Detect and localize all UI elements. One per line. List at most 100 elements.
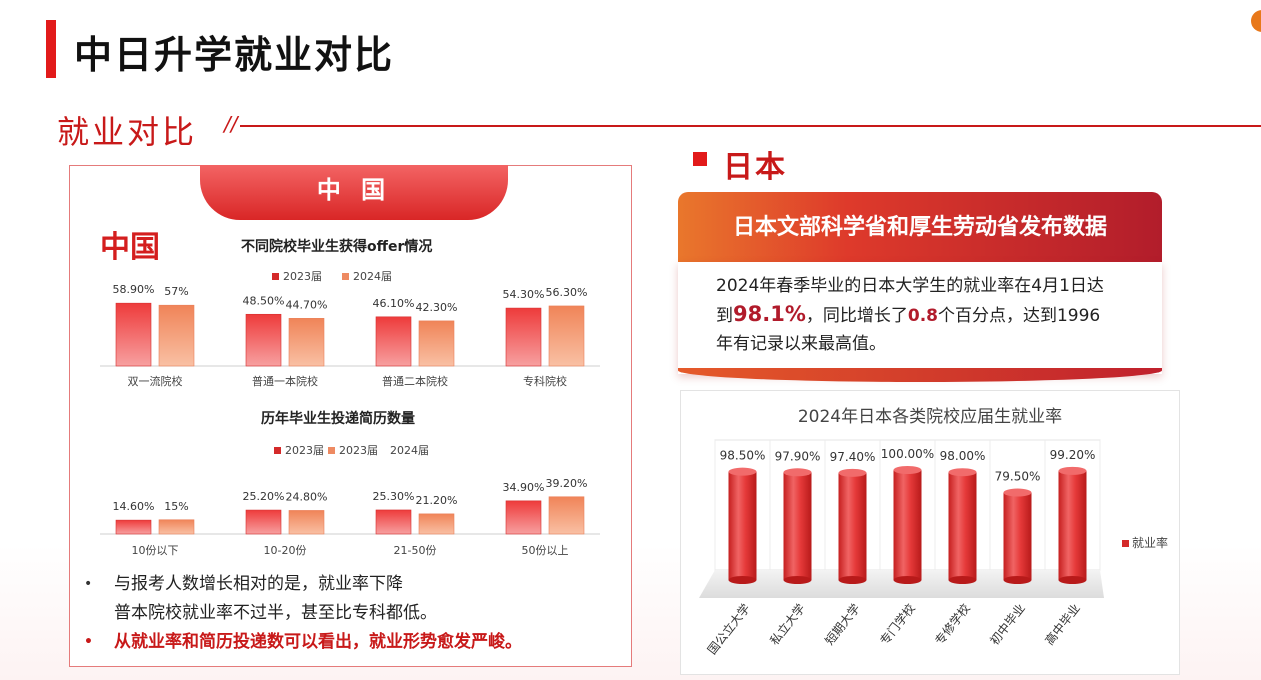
- bar-2024届: [418, 320, 455, 367]
- offer-chart-legend: 2023届 2024届: [272, 268, 392, 284]
- category-label: 专修学校: [931, 601, 972, 648]
- bullet-text: 从就业率和简历投递数可以看出，就业形势愈发严峻。: [114, 632, 522, 652]
- japan-body-mid: ，同比增长了: [805, 306, 908, 326]
- data-label: 100.00%: [881, 447, 934, 461]
- resume-chart-title: 历年毕业生投递简历数量: [261, 411, 415, 427]
- category-label: 专门学校: [876, 601, 917, 648]
- japan-square-icon: [693, 152, 707, 166]
- china-tab: 中 国: [200, 165, 508, 220]
- japan-rate: 98.1%: [733, 302, 806, 326]
- cylinder-top: [1058, 466, 1087, 475]
- legend-label: 就业率: [1132, 535, 1168, 550]
- cylinder-base: [838, 576, 867, 584]
- cylinder-body: [728, 471, 757, 580]
- bar-2024届: [548, 305, 585, 367]
- cylinder-body: [783, 472, 812, 580]
- cylinder-body: [838, 472, 867, 580]
- legend-swatch: [1122, 540, 1129, 547]
- japan-chart-title: 2024年日本各类院校应届生就业率: [797, 407, 1063, 427]
- bar-2024届: [548, 496, 585, 535]
- data-label: 97.40%: [830, 450, 876, 464]
- cylinder-base: [1058, 576, 1087, 584]
- bar-2023届: [245, 509, 282, 535]
- japan-body-after: 个百分点，达到1996: [937, 306, 1101, 326]
- category-label: 私立大学: [766, 601, 807, 648]
- japan-header: 日本文部科学省和厚生劳动省发布数据: [678, 192, 1162, 262]
- bullet-marker: •: [84, 634, 93, 650]
- data-label: 48.50%: [243, 294, 285, 307]
- bar-2023届: [245, 313, 282, 367]
- data-label: 54.30%: [503, 288, 545, 301]
- cylinder-top: [948, 468, 977, 477]
- section-divider: [240, 125, 1261, 127]
- bullet-text: 与报考人数增长相对的是，就业率下降: [114, 574, 403, 594]
- bullet-item-emphasis: • 从就业率和简历投递数可以看出，就业形势愈发严峻。: [80, 628, 620, 657]
- china-bullets: • 与报考人数增长相对的是，就业率下降 普本院校就业率不过半，甚至比专科都低。 •…: [80, 570, 620, 657]
- page-title: 中日升学就业对比: [74, 33, 395, 77]
- bar-2023届: [505, 500, 542, 535]
- data-label: 44.70%: [286, 298, 328, 311]
- cylinder-top: [838, 468, 867, 477]
- bullet-marker: •: [84, 576, 93, 592]
- bar-2023届: [375, 509, 412, 535]
- legend-swatch-2023: [272, 272, 279, 280]
- data-label: 97.90%: [775, 449, 821, 463]
- cylinder-base: [893, 576, 922, 584]
- legend-swatch-2023b: [328, 446, 335, 454]
- legend-swatch-2024: [342, 272, 349, 280]
- data-label: 56.30%: [546, 286, 588, 299]
- data-label: 25.20%: [243, 490, 285, 503]
- data-label: 42.30%: [416, 301, 458, 314]
- cylinder-base: [728, 576, 757, 584]
- bar-2024届: [288, 510, 325, 535]
- bar-2024届: [158, 304, 195, 367]
- section-title: 就业对比: [57, 113, 198, 151]
- japan-body-line2: 到98.1%，同比增长了0.8个百分点，达到1996: [716, 300, 1142, 330]
- category-label: 50份以上: [522, 544, 569, 557]
- legend-label: 2023届: [285, 444, 324, 457]
- data-label: 98.50%: [720, 449, 766, 463]
- cylinder-body: [948, 472, 977, 580]
- data-label: 39.20%: [546, 477, 588, 490]
- category-label: 21-50份: [394, 544, 437, 557]
- data-label: 57%: [164, 285, 188, 298]
- bar-2023届: [115, 519, 152, 535]
- category-label: 双一流院校: [128, 374, 183, 388]
- cylinder-body: [893, 470, 922, 580]
- data-label: 79.50%: [995, 470, 1041, 484]
- title-accent-bar: [46, 20, 56, 78]
- japan-growth: 0.8: [907, 306, 938, 326]
- legend-label: 2023届: [283, 270, 322, 283]
- data-label: 25.30%: [373, 490, 415, 503]
- bar-2024届: [158, 519, 195, 535]
- legend-label: 2024届: [353, 270, 392, 283]
- cylinder-top: [728, 467, 757, 476]
- data-label: 99.20%: [1050, 448, 1096, 462]
- category-label: 国公立大学: [704, 601, 753, 658]
- cylinder-base: [783, 576, 812, 584]
- legend-label: 2024届: [390, 444, 429, 457]
- japan-body-line1: 2024年春季毕业的日本大学生的就业率在4月1日达: [716, 276, 1104, 296]
- bar-2024届: [288, 318, 325, 367]
- bar-2024届: [418, 513, 455, 535]
- china-panel: [69, 165, 632, 667]
- category-label: 普通一本院校: [252, 374, 318, 388]
- category-label: 初中毕业: [986, 601, 1027, 648]
- data-label: 24.80%: [286, 490, 328, 503]
- japan-card-wave: [678, 368, 1162, 382]
- data-label: 46.10%: [373, 297, 415, 310]
- data-label: 15%: [164, 500, 188, 513]
- cylinder-base: [948, 576, 977, 584]
- japan-body-to: 到: [716, 306, 733, 326]
- bar-2023届: [505, 307, 542, 367]
- bar-2023届: [375, 316, 412, 367]
- japan-body-line3: 年有记录以来最高值。: [716, 334, 886, 354]
- japan-title: 日本: [723, 150, 787, 185]
- japan-chart: 98.50% 国公立大学 97.90% 私立大学 97.40% 短期大学 100.00% 专门…: [699, 439, 1168, 658]
- bullet-text: 普本院校就业率不过半，甚至比专科都低。: [114, 603, 437, 623]
- cylinder-top: [1003, 488, 1032, 497]
- data-label: 58.90%: [113, 283, 155, 296]
- china-label: 中国: [100, 230, 160, 265]
